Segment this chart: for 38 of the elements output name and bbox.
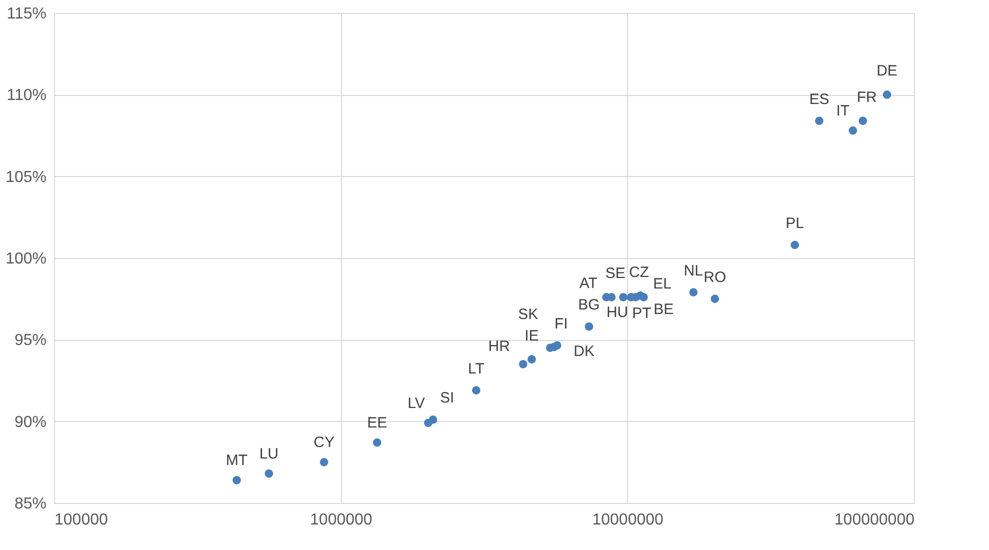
annotation: DK — [574, 343, 594, 360]
annotation: CY — [314, 434, 334, 452]
x-tick-label: 1000000 — [310, 512, 372, 528]
y-tick-label: 105% — [6, 168, 46, 186]
annotation: SE — [605, 265, 626, 282]
y-tick-label: 110% — [6, 87, 46, 104]
annotation: EL — [653, 276, 672, 293]
y-tick-label: 115% — [6, 6, 46, 22]
annotation: ES — [809, 90, 830, 108]
annotation: IT — [836, 102, 850, 120]
annotation: SK — [518, 306, 538, 323]
annotation: BG — [578, 296, 600, 314]
annotation: FI — [554, 315, 568, 332]
y-tick-label: 85% — [14, 496, 46, 512]
y-tick-label: 90% — [14, 414, 46, 431]
x-tick-label: 10000000 — [592, 512, 664, 528]
annotation: PT — [632, 305, 652, 322]
annotation: SI — [440, 390, 454, 407]
annotation: RO — [704, 268, 726, 286]
annotation: PL — [786, 214, 804, 232]
x-tick-label: 100000000 — [834, 512, 915, 528]
annotation: BE — [654, 301, 674, 318]
annotation: CZ — [629, 264, 650, 282]
annotation: LU — [259, 446, 279, 463]
x-tick-label: 100000 — [54, 512, 108, 528]
y-tick-label: 95% — [14, 332, 46, 350]
annotation: LV — [408, 394, 425, 412]
annotation: LT — [468, 360, 484, 378]
annotation: AT — [579, 275, 598, 292]
annotation: EE — [367, 414, 388, 432]
annotation: DE — [876, 62, 898, 80]
annotation: FR — [856, 88, 877, 106]
y-tick-label: 100% — [6, 250, 46, 268]
annotation: HR — [488, 338, 510, 356]
annotation: NL — [684, 262, 703, 280]
annotation: IE — [524, 327, 539, 344]
annotation: MT — [226, 452, 248, 470]
annotation: HU — [606, 304, 628, 322]
